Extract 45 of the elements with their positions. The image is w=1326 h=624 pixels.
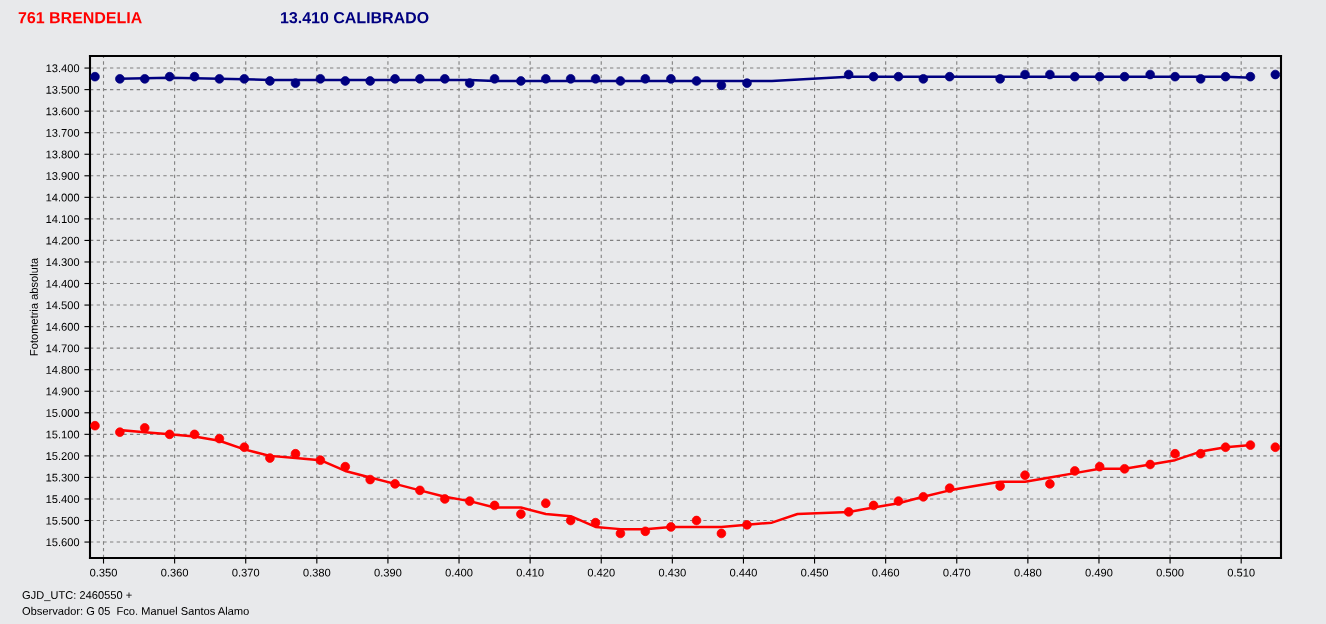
y-tick-label: 13.600 — [46, 107, 80, 116]
text: 13.410 CALIBRADO — [281, 11, 429, 24]
y-tick-label: 14.000 — [46, 193, 80, 202]
text: Observador: G 05 Fco. Manuel Santos Alamo — [22, 606, 249, 615]
y-tick-label: 15.600 — [46, 538, 80, 547]
y-tick-label: 15.100 — [46, 430, 80, 439]
y-tick-label: 15.200 — [46, 452, 80, 461]
y-tick-label: 15.400 — [46, 495, 80, 504]
y-tick-label: 13.700 — [46, 128, 80, 137]
y-tick-label: 13.800 — [46, 150, 80, 159]
y-tick-label: 14.600 — [46, 322, 80, 331]
x-tick-label: 0.510 — [1227, 568, 1255, 577]
x-tick-label: 0.490 — [1085, 568, 1113, 577]
x-tick-label: 0.410 — [516, 568, 544, 577]
y-tick-label: 14.900 — [46, 387, 80, 396]
y-tick-label: 14.100 — [46, 215, 80, 224]
text: 761 BRENDELIA — [18, 11, 142, 24]
y-tick-label: 14.400 — [46, 279, 80, 288]
x-tick-label: 0.500 — [1156, 568, 1184, 577]
x-tick-label: 0.360 — [161, 568, 189, 577]
x-tick-label: 0.450 — [801, 568, 829, 577]
y-tick-label: 13.900 — [46, 172, 80, 180]
y-tick-label: 15.500 — [46, 516, 80, 525]
x-tick-label: 0.440 — [729, 568, 757, 577]
y-tick-label: 14.300 — [46, 258, 80, 267]
x-tick-label: 0.460 — [872, 568, 900, 577]
x-tick-label: 0.470 — [943, 568, 971, 577]
y-tick-label: 14.800 — [46, 365, 80, 374]
x-tick-label: 0.480 — [1014, 568, 1042, 577]
y-tick-label: 14.500 — [46, 301, 80, 310]
y-tick-label: 15.000 — [46, 409, 80, 417]
x-tick-label: 0.350 — [90, 568, 117, 577]
text: GJD_UTC: 2460550 + — [22, 591, 132, 602]
x-tick-label: 0.380 — [303, 568, 331, 577]
x-tick-label: 0.370 — [232, 568, 260, 577]
x-tick-label: 0.420 — [587, 568, 615, 577]
y-tick-label: 13.400 — [46, 64, 80, 73]
x-tick-label: 0.390 — [374, 568, 402, 577]
y-axis-title: Fotometria absoluta — [29, 257, 38, 356]
y-tick-label: 14.200 — [46, 236, 80, 245]
y-tick-label: 15.300 — [46, 473, 80, 482]
y-tick-label: 13.500 — [46, 85, 80, 94]
y-tick-label: 14.700 — [46, 344, 80, 353]
x-tick-label: 0.430 — [658, 568, 686, 577]
x-tick-label: 0.400 — [445, 568, 473, 577]
